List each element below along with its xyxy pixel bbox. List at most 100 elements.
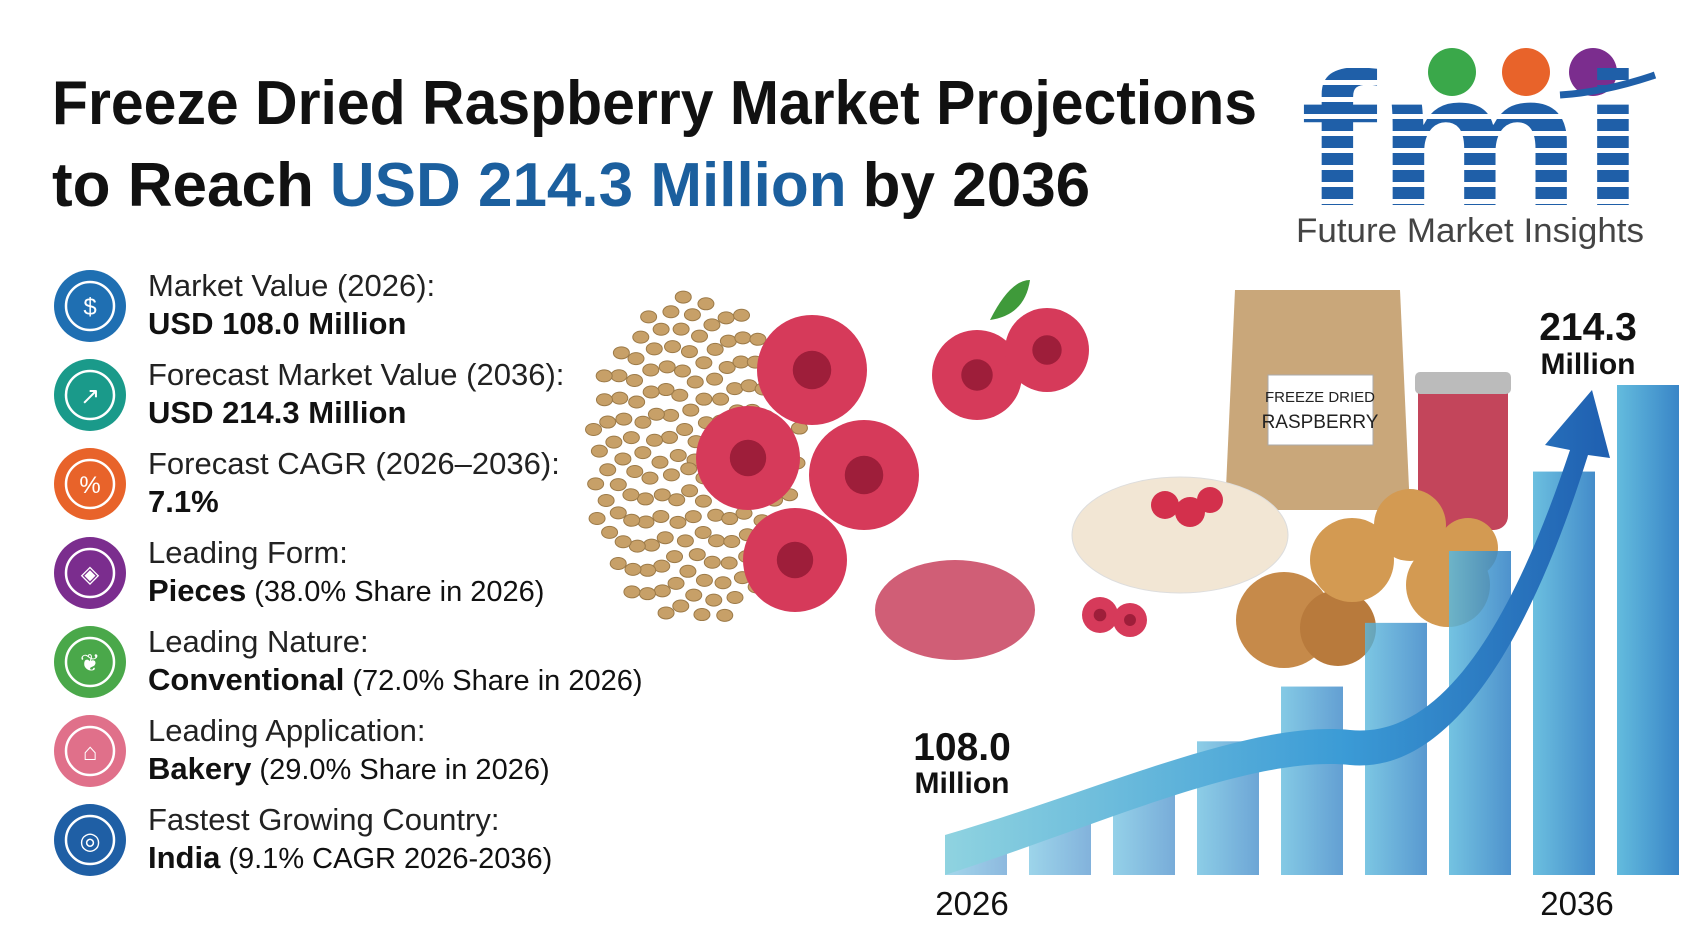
raspberry-hole <box>776 541 814 579</box>
raspberries <box>696 280 1147 637</box>
logo: fmi Future Market Insights <box>1296 34 1657 250</box>
stat-value: Conventional <box>148 662 344 697</box>
raspberry-hole <box>1032 335 1062 365</box>
seed <box>734 331 752 345</box>
jar <box>1418 380 1508 530</box>
seed <box>662 468 680 482</box>
seed <box>666 550 684 564</box>
stat-label: Leading Form: <box>148 535 348 570</box>
stat-item: ❦ Leading Nature:Conventional (72.0% Share… <box>54 624 643 698</box>
seed <box>673 364 691 378</box>
stat-icon-glyph: ⌂ <box>83 739 98 766</box>
stat-detail: (38.0% Share in 2026) <box>254 576 544 608</box>
seed <box>669 448 687 462</box>
end-unit: Million <box>1541 348 1636 381</box>
seed <box>640 310 658 324</box>
seed <box>719 334 737 348</box>
bowl-berry <box>1151 491 1179 519</box>
seed <box>656 531 674 545</box>
seed <box>653 584 671 598</box>
stat-label: Fastest Growing Country: <box>148 802 499 837</box>
stat-item: ◎ Fastest Growing Country:India (9.1% CAGR… <box>54 802 552 876</box>
seed <box>694 525 712 539</box>
stat-icon-ring <box>64 458 116 510</box>
stat-icon-glyph: ↗ <box>80 383 100 410</box>
seed <box>639 563 657 577</box>
seed <box>717 311 735 325</box>
seed <box>637 515 655 529</box>
seed <box>726 590 744 604</box>
seed <box>740 379 758 393</box>
package-label <box>1267 374 1374 446</box>
seed <box>628 539 646 553</box>
muffin <box>1374 489 1446 561</box>
growth-bar <box>1281 686 1343 875</box>
seed <box>708 534 726 548</box>
seed <box>634 446 652 460</box>
stat-icon <box>54 804 126 876</box>
seed <box>662 305 680 319</box>
seed <box>680 462 698 476</box>
stat-icon-ring <box>64 547 116 599</box>
seed <box>605 435 623 449</box>
growth-arrow <box>945 390 1610 875</box>
stat-label: Market Value (2026): <box>148 268 435 303</box>
seed <box>683 308 701 322</box>
stat-value: USD 108.0 Million <box>148 306 406 341</box>
seed <box>686 375 704 389</box>
seed <box>647 407 665 421</box>
seed <box>651 455 669 469</box>
logo-name: Future Market Insights <box>1296 212 1644 250</box>
stat-value: USD 214.3 Million <box>148 395 406 430</box>
seed <box>723 535 741 549</box>
seed <box>679 564 697 578</box>
seed <box>623 585 641 599</box>
seed <box>626 374 644 388</box>
stat-icon-ring <box>64 814 116 866</box>
seed <box>612 346 630 360</box>
seed <box>681 484 699 498</box>
seed <box>623 513 641 527</box>
raspberry-hole <box>792 350 832 390</box>
end-value: 214.3 <box>1539 306 1637 349</box>
seed <box>610 369 628 383</box>
stat-item: ↗ Forecast Market Value (2036):USD 214.3 … <box>54 357 564 431</box>
stat-value-line: 7.1% <box>148 484 219 519</box>
stat-label: Leading Nature: <box>148 624 369 659</box>
seed <box>642 363 660 377</box>
seed <box>707 508 725 522</box>
stat-value: India <box>148 840 221 875</box>
stat-icon <box>54 537 126 609</box>
seed <box>657 383 675 397</box>
seed <box>595 393 613 407</box>
cookie <box>1300 590 1376 666</box>
seed <box>646 433 664 447</box>
seed <box>688 548 706 562</box>
seed <box>703 318 721 332</box>
seed <box>733 308 751 322</box>
stat-icon-glyph: ◎ <box>80 828 101 855</box>
oat-bowl <box>1071 476 1289 594</box>
seed <box>718 360 736 374</box>
seed <box>684 510 702 524</box>
raspberry-hole <box>1124 614 1136 626</box>
seed <box>749 332 767 346</box>
seed <box>693 608 711 622</box>
title-line2: to Reach USD 214.3 Million by 2036 <box>52 151 1090 220</box>
logo-swoosh <box>1559 71 1657 99</box>
seed <box>632 330 650 344</box>
seed <box>703 555 721 569</box>
seed <box>732 355 750 369</box>
seed <box>706 372 724 386</box>
seed <box>671 388 689 402</box>
logo-dot <box>1502 48 1550 96</box>
seed <box>674 290 692 304</box>
title-prefix: to Reach <box>52 151 314 220</box>
seed <box>642 385 660 399</box>
stat-detail: (9.1% CAGR 2026-2036) <box>228 843 552 875</box>
seed <box>599 415 617 429</box>
package-text: FREEZE DRIED <box>1265 389 1375 406</box>
seed <box>658 360 676 374</box>
